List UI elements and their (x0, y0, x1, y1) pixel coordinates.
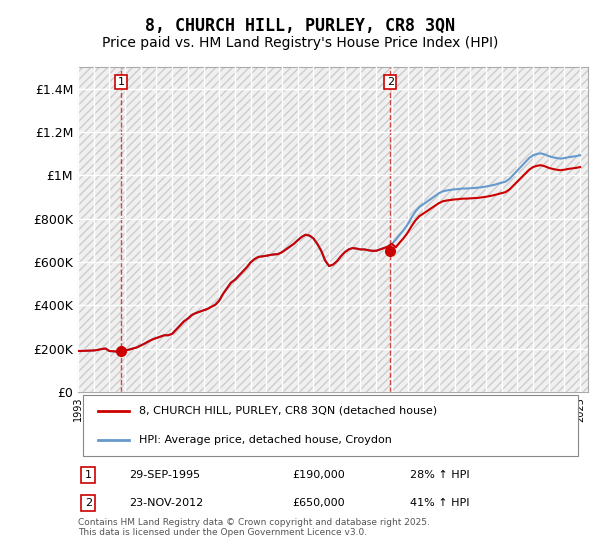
Text: 8, CHURCH HILL, PURLEY, CR8 3QN (detached house): 8, CHURCH HILL, PURLEY, CR8 3QN (detache… (139, 406, 437, 416)
Text: 29-SEP-1995: 29-SEP-1995 (129, 470, 200, 480)
Text: 23-NOV-2012: 23-NOV-2012 (129, 498, 203, 508)
Text: 1: 1 (85, 470, 92, 480)
Text: Price paid vs. HM Land Registry's House Price Index (HPI): Price paid vs. HM Land Registry's House … (102, 36, 498, 50)
Text: HPI: Average price, detached house, Croydon: HPI: Average price, detached house, Croy… (139, 435, 392, 445)
Text: £190,000: £190,000 (292, 470, 345, 480)
Text: 8, CHURCH HILL, PURLEY, CR8 3QN: 8, CHURCH HILL, PURLEY, CR8 3QN (145, 17, 455, 35)
Text: 41% ↑ HPI: 41% ↑ HPI (409, 498, 469, 508)
Text: 2: 2 (85, 498, 92, 508)
Text: £650,000: £650,000 (292, 498, 345, 508)
Text: 28% ↑ HPI: 28% ↑ HPI (409, 470, 469, 480)
Text: 1: 1 (118, 77, 125, 87)
Text: Contains HM Land Registry data © Crown copyright and database right 2025.
This d: Contains HM Land Registry data © Crown c… (78, 518, 430, 538)
FancyBboxPatch shape (83, 395, 578, 456)
Text: 2: 2 (387, 77, 394, 87)
